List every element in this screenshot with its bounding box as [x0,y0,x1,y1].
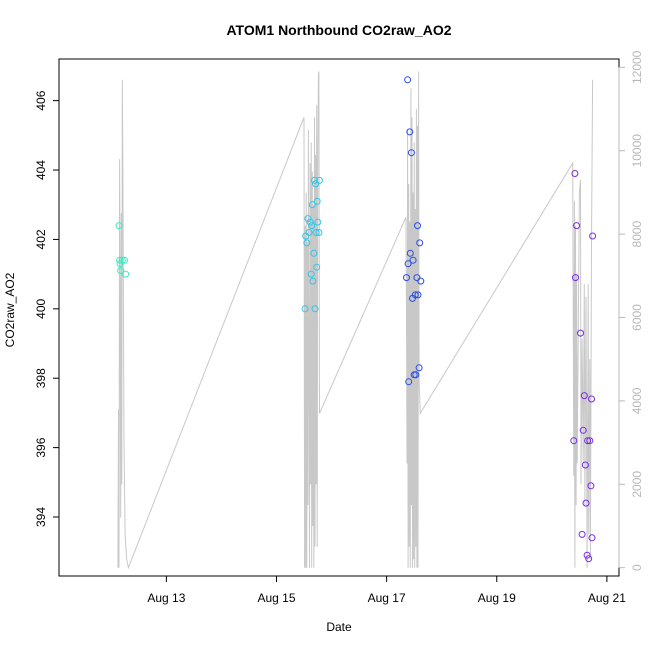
data-point [588,534,596,542]
data-point [577,329,584,337]
y2-tick-label: 12000 [630,50,644,84]
data-point [312,180,320,188]
data-point [585,555,593,563]
data-point [587,482,595,490]
data-point [588,395,595,403]
x-tick-label: Aug 19 [478,591,516,605]
data-point [579,426,587,434]
data-point [309,277,317,285]
data-point [117,267,125,275]
data-point [308,201,316,209]
data-point [584,437,592,445]
point-layer [115,76,597,563]
x-axis: Aug 13 Aug 15 Aug 17 Aug 19 Aug 21 [147,576,626,605]
chart-title: ATOM1 Northbound CO2raw_AO2 [226,22,451,38]
y-axis: 394 396 398 400 402 404 406 [34,90,59,527]
data-point [406,128,414,136]
y-tick-label: 400 [34,298,48,318]
data-point [573,222,581,230]
y2-tick-label: 10000 [630,134,644,168]
data-point [115,222,123,230]
data-point [413,274,421,282]
data-point [416,239,424,247]
data-point [415,364,423,372]
data-point [305,229,313,236]
y-tick-label: 394 [34,507,48,527]
data-point [122,270,130,278]
data-point [589,232,597,240]
data-point [301,305,309,313]
data-point [314,218,322,226]
y-tick-label: 402 [34,229,48,249]
data-point [571,170,579,177]
data-point [409,256,417,264]
data-point [407,149,415,157]
y-tick-label: 406 [34,90,48,110]
data-point [116,256,124,264]
data-point [404,260,412,268]
data-point [303,239,311,247]
data-point [118,256,126,264]
data-point [404,76,412,84]
data-point [586,437,594,445]
y2-tick-label: 0 [630,564,644,571]
data-point [417,277,425,285]
y2-tick-label: 2000 [630,471,644,498]
data-point [412,371,420,379]
data-point [311,176,318,184]
data-point [313,197,321,205]
data-point [116,260,124,268]
data-point [308,222,316,230]
data-point [572,274,579,282]
x-tick-label: Aug 21 [588,591,626,605]
data-point [582,499,590,507]
x-tick-label: Aug 17 [368,591,406,605]
data-point [311,305,319,313]
line-layer [117,71,594,570]
data-point [312,229,320,236]
data-point [315,229,323,236]
data-point [570,437,578,445]
data-point [405,378,413,386]
x-axis-label: Date [326,620,352,634]
series-line [117,71,594,570]
data-point [583,551,591,559]
data-point [121,256,128,264]
y-tick-label: 398 [34,368,48,388]
y2-tick-label: 4000 [630,387,644,414]
data-point [581,461,589,469]
data-point [316,176,323,184]
data-point [580,392,588,400]
y-tick-label: 404 [34,160,48,180]
data-point [414,222,421,230]
y2-tick-label: 8000 [630,220,644,247]
data-point [306,218,314,226]
data-point [307,270,315,278]
data-point [304,215,312,223]
data-point [406,249,414,257]
x-tick-label: Aug 13 [147,591,185,605]
data-point [403,274,410,282]
y2-axis: 0 2000 4000 6000 8000 10000 12000 [618,50,644,571]
data-point [414,291,422,299]
x-tick-label: Aug 15 [257,591,295,605]
data-point [578,530,586,538]
y2-tick-label: 6000 [630,304,644,331]
data-point [411,291,419,299]
y-axis-label: CO2raw_AO2 [3,272,17,347]
y-tick-label: 396 [34,437,48,457]
data-point [310,249,318,257]
data-point [313,263,321,271]
